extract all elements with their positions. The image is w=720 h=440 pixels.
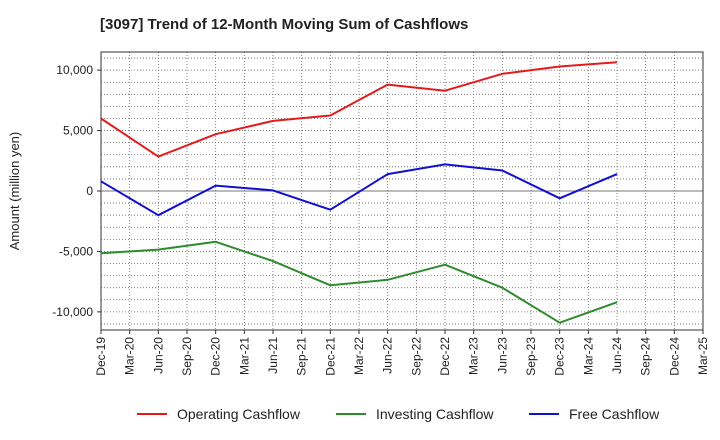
x-tick-label: Jun-22 (381, 337, 395, 374)
x-tick-label: Jun-20 (151, 337, 165, 374)
x-tick-label: Sep-21 (295, 337, 309, 376)
x-tick-label: Mar-21 (237, 337, 251, 375)
x-tick-label: Jun-24 (610, 337, 624, 374)
x-tick-label: Dec-21 (323, 337, 337, 376)
y-tick-label: 5,000 (63, 124, 93, 138)
series-line-investing-cashflow (100, 240, 618, 324)
x-tick-label: Sep-24 (639, 337, 653, 376)
x-tick-label: Sep-23 (524, 337, 538, 376)
legend-label-investing-cashflow: Investing Cashflow (376, 406, 494, 422)
legend-label-free-cashflow: Free Cashflow (569, 406, 660, 422)
x-tick-label: Dec-23 (553, 337, 567, 376)
series-line-operating-cashflow (100, 61, 618, 158)
x-tick-label: Sep-22 (409, 337, 423, 376)
x-tick-label: Mar-25 (696, 337, 710, 375)
y-tick-label: -5,000 (59, 244, 93, 258)
x-tick-label: Mar-23 (467, 337, 481, 375)
x-tick-label: Mar-22 (352, 337, 366, 375)
chart-title: [3097] Trend of 12-Month Moving Sum of C… (100, 16, 469, 33)
series-line-free-cashflow (100, 163, 618, 217)
x-tick-label: Jun-23 (495, 337, 509, 374)
y-tick-label: 10,000 (56, 63, 93, 77)
y-tick-label: -10,000 (52, 305, 93, 319)
x-tick-label: Dec-19 (94, 337, 108, 376)
x-tick-label: Mar-24 (581, 337, 595, 375)
y-axis-title: Amount (million yen) (7, 132, 22, 251)
x-tick-label: Dec-24 (667, 337, 681, 376)
x-tick-label: Mar-20 (123, 337, 137, 375)
y-tick-label: 0 (86, 184, 93, 198)
x-tick-label: Dec-22 (438, 337, 452, 376)
x-tick-label: Jun-21 (266, 337, 280, 374)
legend-label-operating-cashflow: Operating Cashflow (177, 406, 301, 422)
x-tick-label: Dec-20 (209, 337, 223, 376)
x-tick-label: Sep-20 (180, 337, 194, 376)
